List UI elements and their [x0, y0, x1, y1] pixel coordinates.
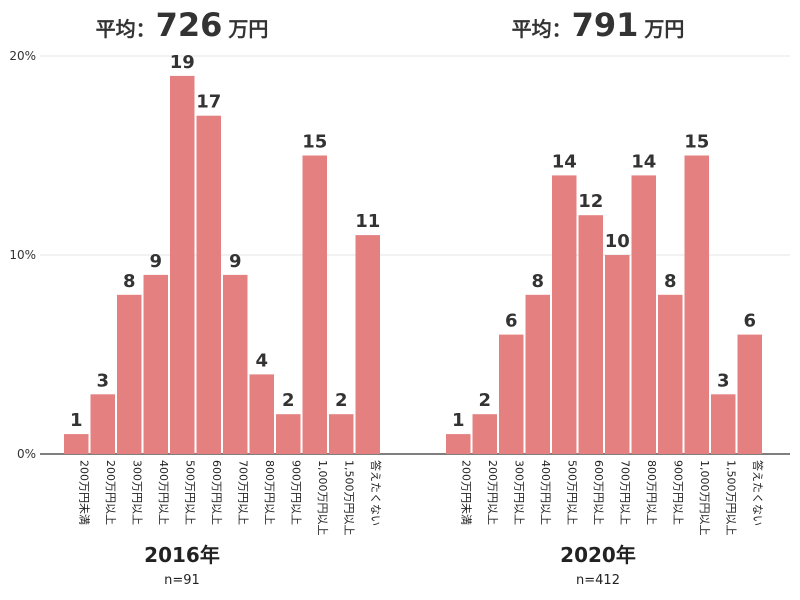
bar: [605, 255, 630, 454]
bar: [525, 294, 550, 454]
data-label: 3: [717, 370, 730, 391]
x-tick-label: 500万円以上: [183, 460, 196, 525]
data-label: 14: [552, 151, 577, 172]
bar: [249, 374, 274, 454]
data-label: 17: [196, 92, 221, 113]
data-label: 9: [229, 251, 242, 272]
data-label: 8: [123, 271, 136, 292]
bar: [737, 334, 762, 454]
title-value: 791: [572, 6, 639, 44]
x-tick-label: 200万円以上: [486, 460, 499, 525]
title-unit: 万円: [643, 17, 684, 41]
bar: [117, 294, 142, 454]
x-tick-label: 700万円以上: [618, 460, 631, 525]
x-tick-label: 900万円以上: [671, 460, 684, 525]
x-tick-label: 800万円以上: [645, 460, 658, 525]
data-label: 1: [452, 410, 465, 431]
sample-size-label: n=91: [164, 573, 200, 588]
title-unit: 万円: [227, 17, 268, 41]
x-tick-label: 1,500万円以上: [342, 460, 355, 536]
chart-title: 平均：726 万円: [96, 6, 269, 44]
data-label: 19: [170, 52, 195, 73]
data-label: 9: [149, 251, 162, 272]
bar: [302, 155, 327, 454]
x-tick-label: 200万円未満: [459, 460, 472, 525]
bar: [90, 394, 115, 454]
bar: [658, 294, 683, 454]
bar: [631, 175, 656, 454]
bar: [143, 274, 168, 454]
bar: [276, 414, 301, 454]
bar: [499, 334, 524, 454]
data-label: 8: [531, 271, 544, 292]
x-tick-label: 800万円以上: [263, 460, 276, 525]
x-tick-label: 200万円未満: [77, 460, 90, 525]
data-label: 10: [605, 231, 630, 252]
bar: [223, 274, 248, 454]
x-tick-label: 200万円以上: [104, 460, 117, 525]
data-label: 15: [684, 132, 709, 153]
x-tick-label: 900万円以上: [289, 460, 302, 525]
chart-title: 平均：791 万円: [512, 6, 685, 44]
bar: [196, 115, 221, 454]
x-tick-label: 400万円以上: [539, 460, 552, 525]
x-tick-label: 300万円以上: [130, 460, 143, 525]
x-tick-label: 500万円以上: [565, 460, 578, 525]
data-label: 2: [335, 390, 348, 411]
sample-size-label: n=412: [576, 573, 620, 588]
bar: [711, 394, 736, 454]
chart-panel-1: 平均：726 万円 1 200万円未満 3 200万円以上 8 300万円以上 9 400万円以上…: [64, 6, 383, 588]
bar: [170, 75, 195, 455]
title-value: 726: [156, 6, 223, 44]
title-prefix: 平均：: [96, 17, 156, 41]
bar: [472, 414, 497, 454]
bar: [329, 414, 354, 454]
data-label: 2: [282, 390, 295, 411]
bar: [552, 175, 577, 454]
x-tick-label: 答えたくない: [751, 460, 765, 526]
data-label: 11: [355, 211, 380, 232]
x-axis-label: 2020年: [560, 543, 636, 567]
y-tick-label: 0%: [17, 447, 36, 461]
x-tick-label: 600万円以上: [592, 460, 605, 525]
data-label: 6: [743, 311, 756, 332]
data-label: 4: [255, 350, 268, 371]
title-prefix: 平均：: [512, 17, 572, 41]
y-tick-label: 10%: [9, 248, 36, 262]
data-label: 15: [302, 132, 327, 153]
bar: [355, 235, 380, 454]
x-tick-label: 1,000万円以上: [316, 460, 329, 536]
x-tick-label: 300万円以上: [512, 460, 525, 525]
bar: [446, 434, 471, 454]
data-label: 3: [96, 370, 109, 391]
data-label: 2: [478, 390, 491, 411]
x-tick-label: 400万円以上: [157, 460, 170, 525]
chart-panel-2: 平均：791 万円 1 200万円未満 2 200万円以上 6 300万円以上 8 400万円以上…: [446, 6, 765, 588]
x-tick-label: 1,500万円以上: [724, 460, 737, 536]
x-tick-label: 1,000万円以上: [698, 460, 711, 536]
bar: [64, 434, 89, 454]
data-label: 6: [505, 311, 518, 332]
data-label: 14: [631, 151, 656, 172]
x-tick-label: 600万円以上: [210, 460, 223, 525]
data-label: 8: [664, 271, 677, 292]
bar: [684, 155, 709, 454]
bar: [578, 215, 603, 454]
x-tick-label: 700万円以上: [236, 460, 249, 525]
x-tick-label: 答えたくない: [369, 460, 383, 526]
y-tick-label: 20%: [9, 49, 36, 63]
x-axis-label: 2016年: [144, 543, 220, 567]
data-label: 12: [578, 191, 603, 212]
data-label: 1: [70, 410, 83, 431]
